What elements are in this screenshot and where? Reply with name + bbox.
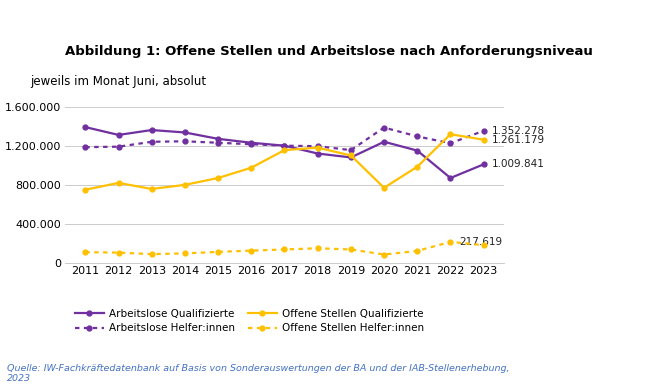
Text: 1.009.841: 1.009.841 xyxy=(492,159,545,169)
Text: 1.352.278: 1.352.278 xyxy=(492,126,545,136)
Text: 1.261.179: 1.261.179 xyxy=(492,135,545,145)
Text: Quelle: IW-Fachkräftedatenbank auf Basis von Sonderauswertungen der BA und der I: Quelle: IW-Fachkräftedatenbank auf Basis… xyxy=(7,364,509,383)
Legend: Arbeitslose Qualifizierte, Arbeitslose Helfer:innen, Offene Stellen Qualifiziert: Arbeitslose Qualifizierte, Arbeitslose H… xyxy=(71,305,428,337)
Text: Abbildung 1: Offene Stellen und Arbeitslose nach Anforderungsniveau: Abbildung 1: Offene Stellen und Arbeitsl… xyxy=(65,45,593,58)
Text: 217.619: 217.619 xyxy=(459,237,502,247)
Text: jeweils im Monat Juni, absolut: jeweils im Monat Juni, absolut xyxy=(30,75,207,88)
